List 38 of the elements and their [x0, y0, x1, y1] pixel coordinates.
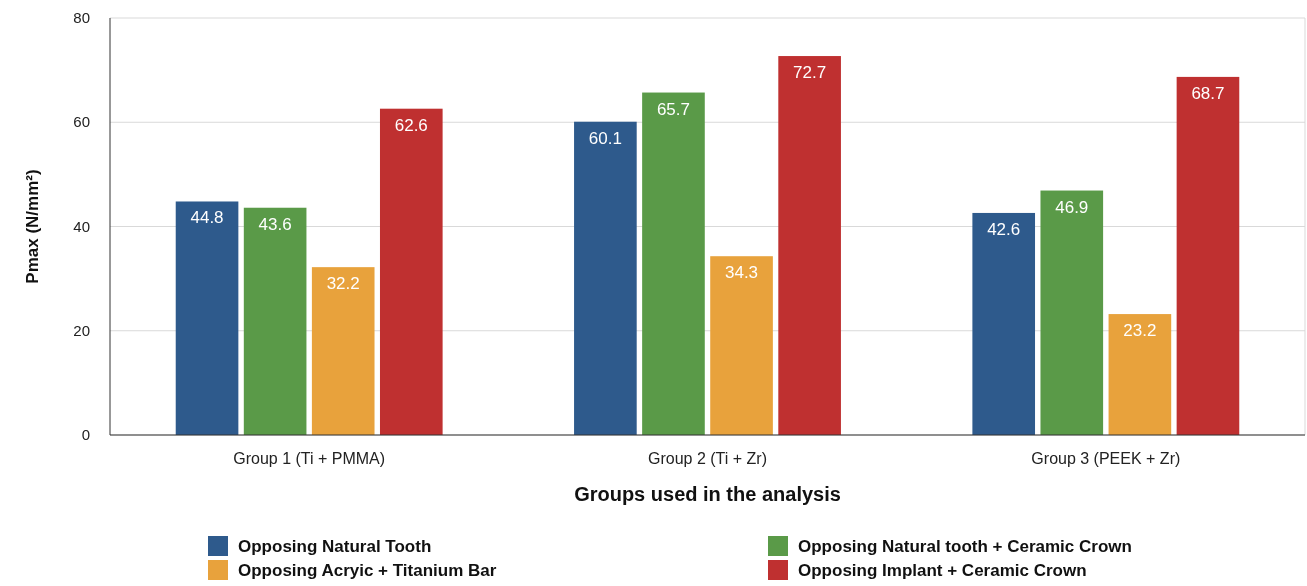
data-label: 43.6	[258, 214, 292, 234]
x-axis-title: Groups used in the analysis	[574, 483, 841, 505]
legend-label: Opposing Natural tooth + Ceramic Crown	[798, 537, 1132, 556]
bar	[1176, 76, 1240, 435]
bar	[379, 108, 443, 435]
legend-label: Opposing Acryic + Titanium Bar	[238, 561, 497, 580]
data-label: 42.6	[987, 219, 1021, 239]
data-label: 62.6	[394, 115, 428, 135]
bar	[1108, 314, 1172, 435]
data-label: 32.2	[326, 274, 360, 294]
legend-label: Opposing Natural Tooth	[238, 537, 432, 556]
bar	[1040, 190, 1104, 435]
y-tick-label: 20	[73, 321, 90, 339]
x-tick-label: Group 2 (Ti + Zr)	[648, 450, 767, 467]
y-tick-label: 0	[81, 426, 90, 443]
bar	[710, 256, 773, 435]
x-tick-label: Group 1 (Ti + PMMA)	[233, 450, 386, 467]
bar	[574, 121, 637, 435]
data-label: 34.3	[724, 263, 759, 283]
data-label: 44.8	[190, 208, 224, 228]
x-tick-label: Group 3 (PEEK + Zr)	[1031, 450, 1181, 467]
bar	[311, 267, 375, 435]
data-label: 23.2	[1123, 321, 1157, 341]
y-tick-label: 40	[73, 217, 90, 235]
bar	[243, 207, 307, 435]
y-axis-title: Pmax (N/mm²)	[23, 169, 42, 284]
data-label: 46.9	[1055, 197, 1089, 217]
data-label: 65.7	[656, 99, 691, 119]
bar	[175, 201, 239, 435]
legend-label: Opposing Implant + Ceramic Crown	[798, 561, 1087, 580]
data-label: 68.7	[1191, 83, 1225, 103]
y-tick-label: 80	[73, 9, 90, 26]
bar	[972, 212, 1036, 435]
data-label: 60.1	[588, 128, 622, 148]
y-tick-label: 60	[73, 113, 90, 131]
bar	[642, 92, 705, 435]
data-label: 72.7	[793, 63, 827, 83]
bar	[778, 56, 841, 435]
